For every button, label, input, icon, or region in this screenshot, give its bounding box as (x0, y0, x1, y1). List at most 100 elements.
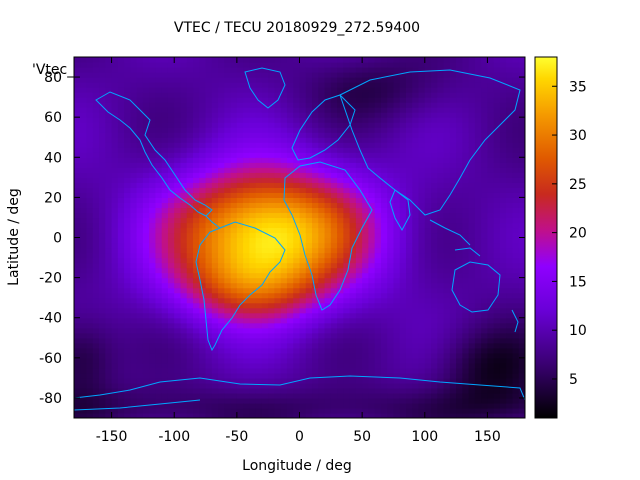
heatmap-cell (243, 87, 250, 93)
heatmap-cell (318, 302, 326, 309)
heatmap-cell (174, 102, 182, 108)
heatmap-cell (312, 322, 319, 329)
heatmap-cell (167, 247, 175, 254)
heatmap-cell (412, 97, 420, 103)
heatmap-cell (161, 412, 169, 418)
heatmap-cell (399, 117, 407, 123)
heatmap-cell (255, 142, 263, 148)
heatmap-cell (205, 412, 213, 418)
heatmap-cell (142, 362, 150, 369)
heatmap-cell (393, 232, 401, 239)
heatmap-cell (412, 407, 420, 414)
heatmap-cell (418, 297, 426, 304)
heatmap-cell (180, 107, 188, 113)
heatmap-cell (299, 107, 307, 113)
heatmap-cell (218, 232, 225, 239)
heatmap-cell (117, 252, 125, 259)
heatmap-cell (243, 172, 250, 178)
heatmap-cell (167, 142, 175, 148)
heatmap-cell (487, 377, 495, 384)
heatmap-cell (286, 287, 294, 294)
heatmap-cell (362, 362, 369, 369)
heatmap-cell (324, 127, 332, 133)
heatmap-cell (186, 57, 194, 63)
heatmap-cell (474, 112, 482, 118)
heatmap-cell (92, 352, 100, 359)
heatmap-cell (199, 367, 207, 374)
heatmap-cell (155, 212, 163, 219)
heatmap-cell (393, 262, 401, 269)
heatmap-cell (462, 232, 470, 239)
heatmap-cell (330, 387, 338, 394)
heatmap-cell (86, 262, 94, 269)
heatmap-cell (380, 107, 388, 113)
heatmap-cell (186, 377, 194, 384)
heatmap-cell (224, 322, 232, 329)
heatmap-cell (180, 57, 188, 63)
heatmap-cell (418, 372, 426, 379)
heatmap-cell (211, 87, 219, 93)
heatmap-cell (149, 82, 157, 88)
heatmap-cell (305, 377, 313, 384)
heatmap-cell (111, 367, 119, 374)
heatmap-cell (405, 82, 413, 88)
heatmap-cell (418, 107, 426, 113)
heatmap-cell (343, 327, 351, 334)
heatmap-cell (174, 112, 182, 118)
heatmap-cell (487, 347, 495, 354)
heatmap-cell (268, 352, 276, 359)
heatmap-cell (280, 382, 288, 389)
heatmap-cell (418, 332, 426, 339)
heatmap-cell (230, 367, 238, 374)
heatmap-cell (117, 282, 125, 289)
heatmap-cell (211, 112, 219, 118)
heatmap-cell (243, 67, 250, 73)
heatmap-cell (368, 397, 376, 404)
heatmap-cell (261, 122, 269, 128)
heatmap-cell (224, 382, 232, 389)
heatmap-cell (136, 257, 144, 264)
heatmap-cell (193, 327, 200, 334)
heatmap-cell (387, 307, 395, 314)
heatmap-cell (86, 342, 94, 349)
heatmap-cell (105, 307, 113, 314)
heatmap-cell (380, 277, 388, 284)
heatmap-cell (230, 392, 238, 399)
heatmap-cell (274, 72, 282, 78)
heatmap-cell (431, 402, 438, 409)
heatmap-cell (362, 317, 369, 324)
heatmap-cell (293, 137, 301, 143)
heatmap-cell (86, 122, 94, 128)
heatmap-cell (274, 312, 282, 319)
heatmap-cell (186, 292, 194, 299)
heatmap-cell (362, 172, 369, 178)
heatmap-cell (437, 307, 445, 314)
heatmap-cell (487, 142, 495, 148)
heatmap-cell (142, 67, 150, 73)
heatmap-cell (117, 267, 125, 274)
heatmap-cell (299, 232, 307, 239)
heatmap-cell (149, 262, 157, 269)
heatmap-cell (456, 207, 463, 214)
heatmap-cell (80, 217, 88, 224)
heatmap-cell (318, 87, 326, 93)
heatmap-cell (305, 347, 313, 354)
heatmap-cell (199, 267, 207, 274)
heatmap-cell (105, 127, 113, 133)
heatmap-cell (337, 362, 344, 369)
heatmap-cell (86, 307, 94, 314)
heatmap-cell (249, 277, 257, 284)
heatmap-cell (487, 102, 495, 108)
heatmap-cell (493, 312, 501, 319)
heatmap-cell (412, 352, 420, 359)
heatmap-cell (456, 82, 463, 88)
heatmap-cell (405, 337, 413, 344)
heatmap-cell (255, 302, 263, 309)
heatmap-cell (92, 272, 100, 279)
heatmap-cell (412, 267, 420, 274)
heatmap-cell (274, 332, 282, 339)
heatmap-cell (349, 137, 357, 143)
heatmap-cell (456, 277, 463, 284)
heatmap-cell (474, 272, 482, 279)
heatmap-cell (92, 157, 100, 163)
